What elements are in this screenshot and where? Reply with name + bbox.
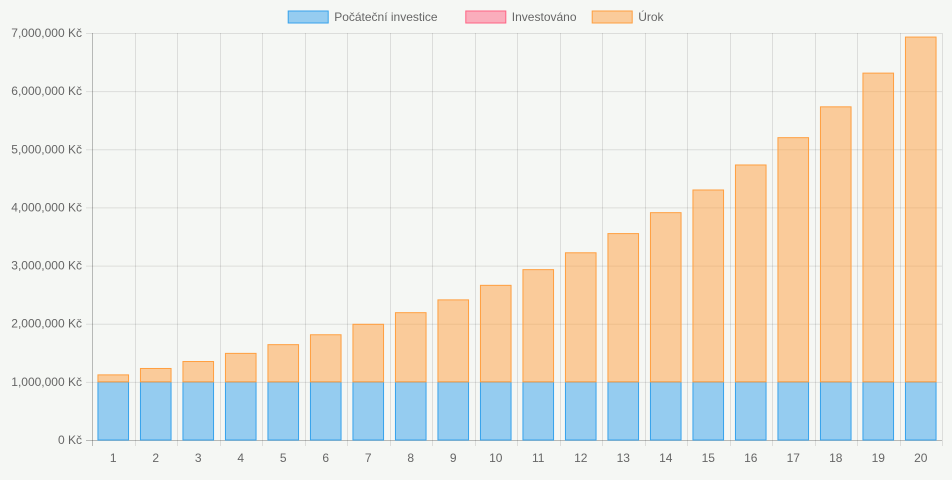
x-tick-label: 14 [659,451,673,465]
bar-segment [97,381,130,441]
x-tick-label: 20 [914,451,928,465]
y-tick-label: 0 Kč [58,433,82,447]
x-tick-label: 15 [702,451,716,465]
bar-segment [692,381,725,441]
bar-segment [224,381,257,441]
bar-segment [734,164,767,383]
bar-segment [479,381,512,441]
legend-label: Počáteční investice [334,10,438,24]
bar-segment [394,381,427,441]
bars [97,36,937,441]
bar-segment [649,381,682,441]
bar-segment [819,106,852,383]
bar-segment [819,381,852,441]
x-tick-label: 3 [195,451,202,465]
x-tick-label: 6 [322,451,329,465]
x-tick-label: 2 [152,451,159,465]
y-axis: 0 Kč 1,000,000 Kč 2,000,000 Kč 3,000,000 Kč… [11,26,82,447]
x-tick-label: 10 [489,451,503,465]
x-tick-label: 1 [110,451,117,465]
y-tick-label: 5,000,000 Kč [11,142,82,156]
legend-item[interactable]: Investováno [465,10,577,24]
legend-item[interactable]: Počáteční investice [287,10,438,24]
legend-item[interactable]: Úrok [591,9,665,24]
y-tick-label: 7,000,000 Kč [11,26,82,40]
bar-segment [522,269,555,383]
y-tick-label: 6,000,000 Kč [11,84,82,98]
bar-segment [352,323,385,383]
bar-segment [692,189,725,383]
bar-segment [479,284,512,383]
bar-segment [97,374,130,383]
bar-segment [777,137,810,383]
x-tick-label: 11 [532,451,545,465]
bar-segment [309,334,342,383]
bar-segment [904,381,937,441]
legend-swatch [287,10,329,24]
bar-segment [734,381,767,441]
bar-segment [182,361,215,383]
y-tick-label: 4,000,000 Kč [11,200,82,214]
bar-segment [352,381,385,441]
x-tick-label: 13 [617,451,631,465]
bar-segment [522,381,555,441]
legend-swatch [465,10,507,24]
x-tick-label: 4 [237,451,244,465]
x-axis: 1 2 3 4 5 6 7 8 9 10 11 12 13 14 15 16 17 18 19 20 [110,451,928,465]
x-tick-label: 8 [407,451,414,465]
x-tick-label: 5 [280,451,287,465]
bar-segment [309,381,342,441]
y-tick-label: 1,000,000 Kč [11,375,82,389]
bar-segment [224,352,257,383]
legend: Počáteční investice Investováno Úrok [287,9,665,24]
bar-segment [862,381,895,441]
grid [86,33,943,446]
x-tick-label: 7 [365,451,372,465]
legend-label: Investováno [512,10,577,24]
bar-segment [182,381,215,441]
bar-segment [437,299,470,383]
x-tick-label: 9 [450,451,457,465]
bar-segment [649,212,682,383]
bar-segment [139,367,172,383]
bar-segment [437,381,470,441]
x-tick-label: 17 [787,451,801,465]
y-tick-label: 3,000,000 Kč [11,259,82,273]
x-tick-label: 16 [744,451,758,465]
x-tick-label: 12 [574,451,588,465]
x-tick-label: 19 [872,451,886,465]
bar-segment [267,381,300,441]
bar-segment [267,344,300,383]
bar-segment [394,312,427,383]
legend-label: Úrok [638,9,664,24]
bar-segment [564,381,597,441]
bar-segment [862,72,895,383]
legend-swatch [591,10,633,24]
bar-segment [777,381,810,441]
bar-segment [564,252,597,383]
bar-segment [904,36,937,383]
x-tick-label: 18 [829,451,843,465]
bar-segment [607,233,640,383]
y-tick-label: 2,000,000 Kč [11,317,82,331]
bar-segment [139,381,172,441]
bar-segment [607,381,640,441]
